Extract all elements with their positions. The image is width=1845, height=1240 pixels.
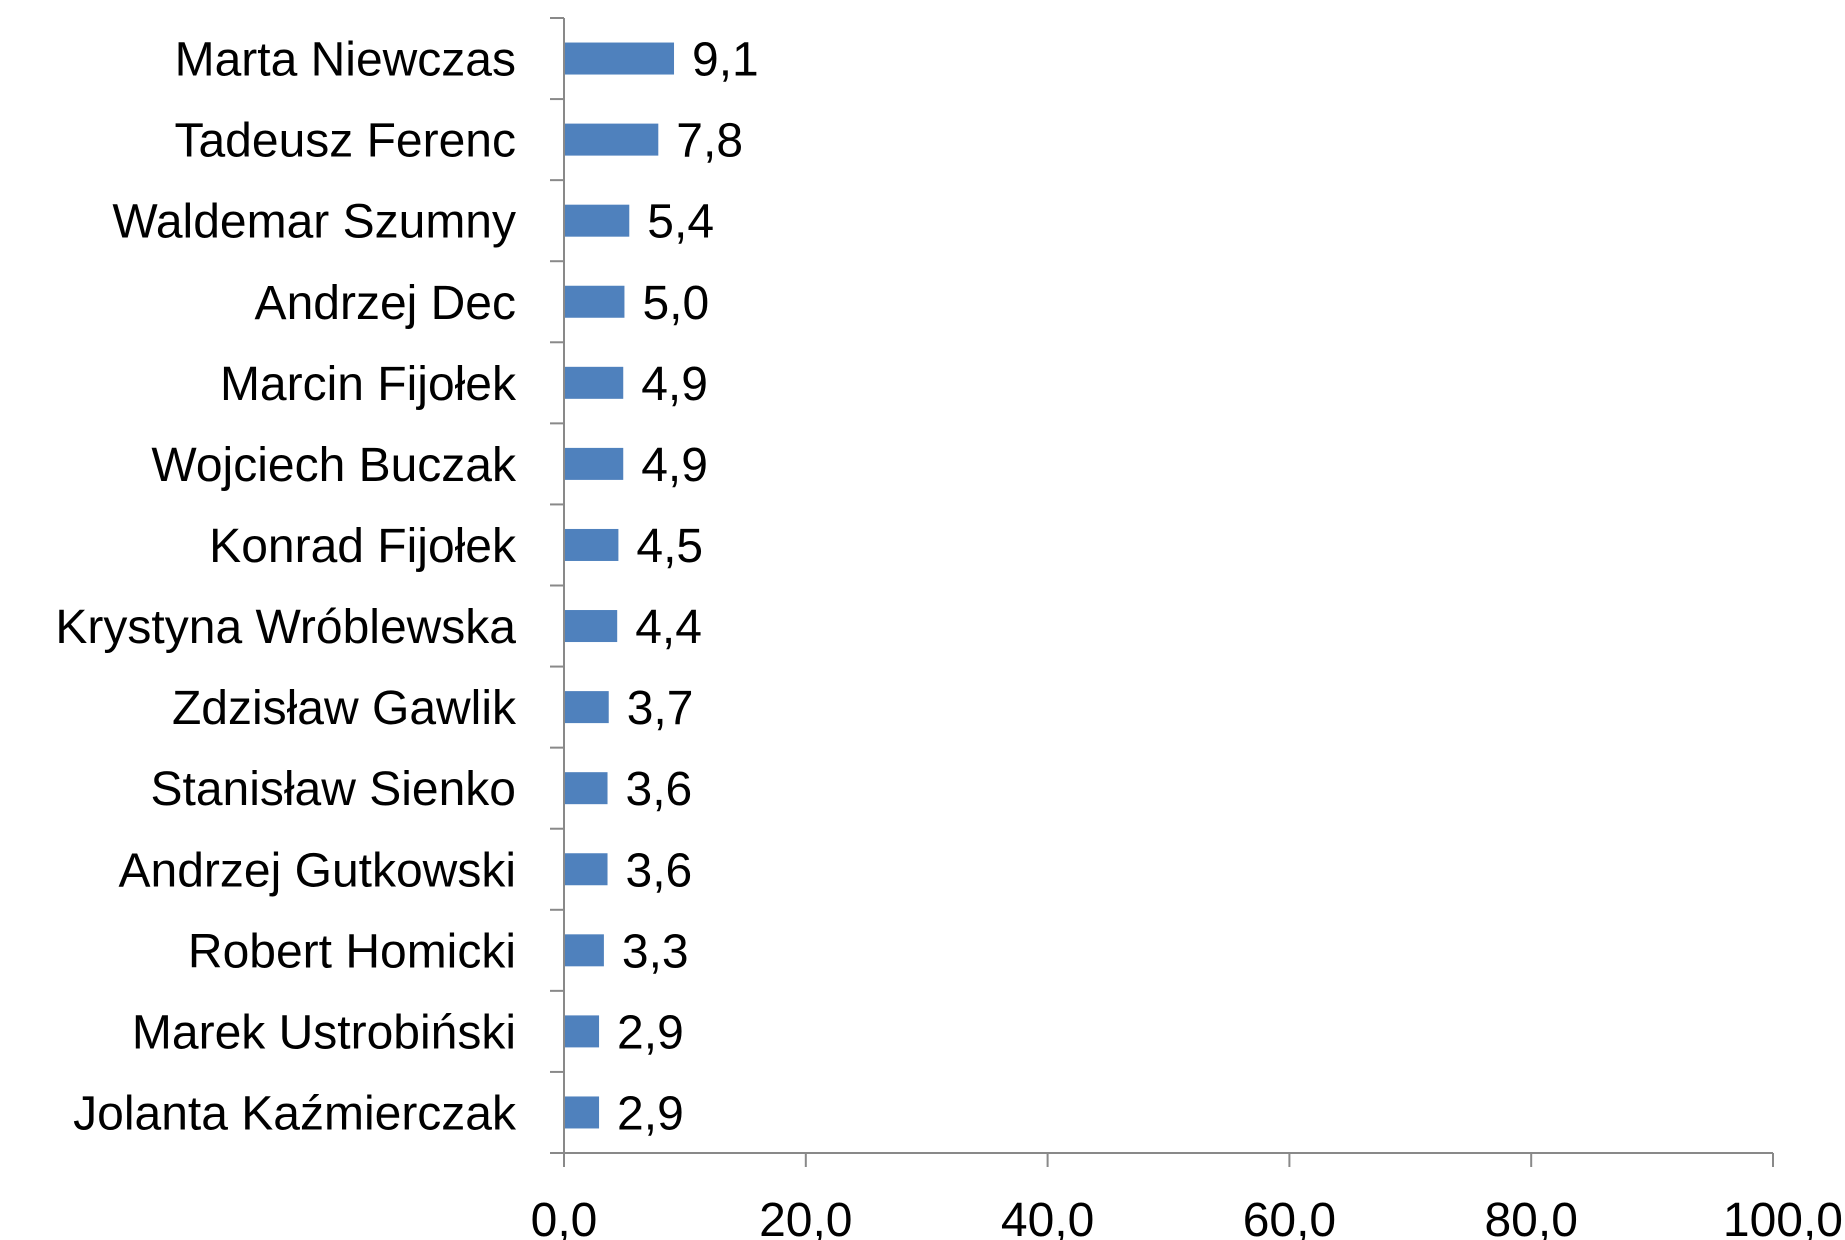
category-label: Stanisław Sienko <box>150 763 516 816</box>
data-label: 3,3 <box>622 925 689 978</box>
bar <box>564 934 604 967</box>
x-tick-label: 0,0 <box>531 1194 598 1240</box>
value-labels-group: 9,1 7,8 5,4 5,0 4,9 4,9 4,5 4,4 3,7 3,6 3,6 3,3 2,9 2… <box>617 34 759 1141</box>
category-label: Robert Homicki <box>188 925 516 978</box>
bar <box>564 42 675 75</box>
data-label: 3,6 <box>626 763 693 816</box>
bar <box>564 1096 600 1129</box>
bar <box>564 1015 600 1048</box>
data-label: 4,9 <box>641 439 708 492</box>
category-labels-group: Marta Niewczas Tadeusz Ferenc Waldemar Szu… <box>55 34 517 1141</box>
category-label: Krystyna Wróblewska <box>55 601 516 654</box>
bar <box>564 610 618 643</box>
category-label: Zdzisław Gawlik <box>172 682 517 735</box>
category-label: Marcin Fijołek <box>220 358 517 411</box>
category-label: Tadeusz Ferenc <box>174 115 516 168</box>
data-label: 7,8 <box>676 115 743 168</box>
bar <box>564 123 659 156</box>
data-label: 4,4 <box>635 601 702 654</box>
data-label: 4,9 <box>641 358 708 411</box>
data-label: 2,9 <box>617 1006 684 1059</box>
x-tick-label: 100,0 <box>1723 1194 1843 1240</box>
data-label: 9,1 <box>692 34 759 87</box>
x-tick-label: 80,0 <box>1484 1194 1577 1240</box>
bar <box>564 447 624 480</box>
data-label: 5,0 <box>642 277 709 330</box>
data-label: 3,6 <box>626 844 693 897</box>
bar <box>564 691 609 724</box>
x-tick-label: 20,0 <box>759 1194 852 1240</box>
category-label: Waldemar Szumny <box>112 196 516 249</box>
data-label: 3,7 <box>627 682 694 735</box>
category-label: Jolanta Kaźmierczak <box>73 1087 517 1140</box>
bar <box>564 366 624 399</box>
category-label: Konrad Fijołek <box>209 520 517 573</box>
bar <box>564 853 608 886</box>
category-label: Marek Ustrobiński <box>132 1006 516 1059</box>
bar <box>564 204 630 237</box>
x-tick-label: 60,0 <box>1243 1194 1336 1240</box>
axes-group: 0,0 20,0 40,0 60,0 80,0 100,0 <box>531 17 1843 1240</box>
data-label: 2,9 <box>617 1087 684 1140</box>
bar <box>564 772 608 805</box>
category-label: Andrzej Gutkowski <box>119 844 516 897</box>
bar <box>564 528 619 561</box>
category-label: Andrzej Dec <box>255 277 516 330</box>
data-label: 4,5 <box>636 520 703 573</box>
bar <box>564 285 625 318</box>
bars-group <box>564 42 675 1129</box>
category-label: Wojciech Buczak <box>151 439 517 492</box>
data-label: 5,4 <box>647 196 714 249</box>
x-tick-label: 40,0 <box>1001 1194 1094 1240</box>
category-label: Marta Niewczas <box>175 34 516 87</box>
